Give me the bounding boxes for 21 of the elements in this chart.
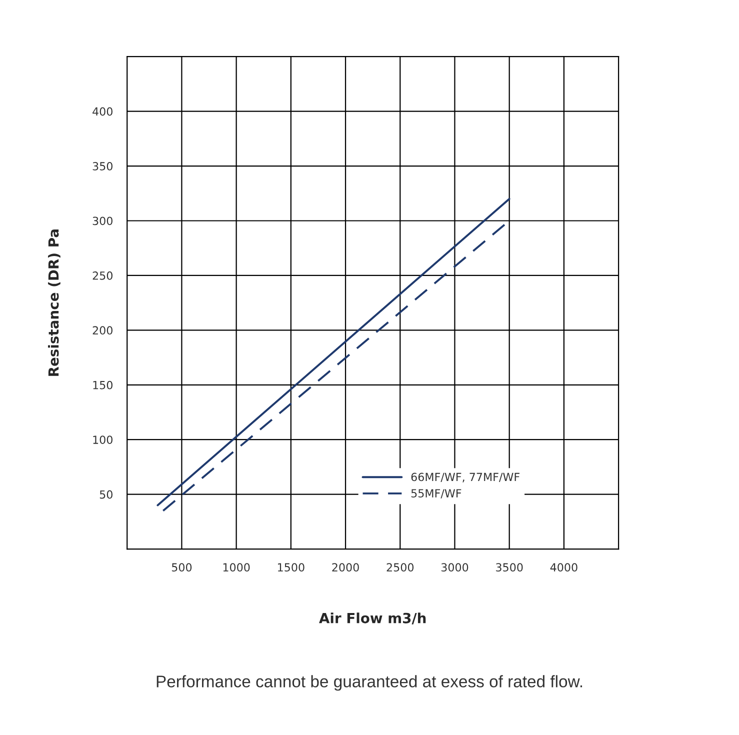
y-tick-label: 250 xyxy=(92,271,112,280)
y-tick-label: 400 xyxy=(92,107,112,116)
y-tick-label: 100 xyxy=(93,436,112,444)
y-tick-label: 50 xyxy=(100,490,112,499)
legend-label: 66MF/WF, 77MF/WF xyxy=(411,472,520,482)
x-tick-label: 3000 xyxy=(441,563,468,572)
y-axis-title: Resistance (DR) Pa xyxy=(48,230,60,376)
y-tick-label: 300 xyxy=(92,216,112,226)
y-tick-label: 200 xyxy=(92,326,112,335)
legend-label: 55MF/WF xyxy=(411,489,462,498)
x-tick-label: 1500 xyxy=(278,563,304,572)
y-tick-label: 350 xyxy=(92,162,112,170)
y-tick-label: 150 xyxy=(93,380,112,390)
x-tick-label: 500 xyxy=(172,563,192,572)
x-tick-label: 3500 xyxy=(496,563,523,572)
x-tick-label: 2000 xyxy=(332,563,359,572)
x-axis-title: Air Flow m3/h xyxy=(319,612,426,624)
x-tick-label: 2500 xyxy=(386,563,414,572)
text: Performance cannot be guaranteed at exess of rated flow. xyxy=(156,675,582,691)
x-tick-label: 1000 xyxy=(223,563,250,572)
x-tick-label: 4000 xyxy=(550,563,578,572)
